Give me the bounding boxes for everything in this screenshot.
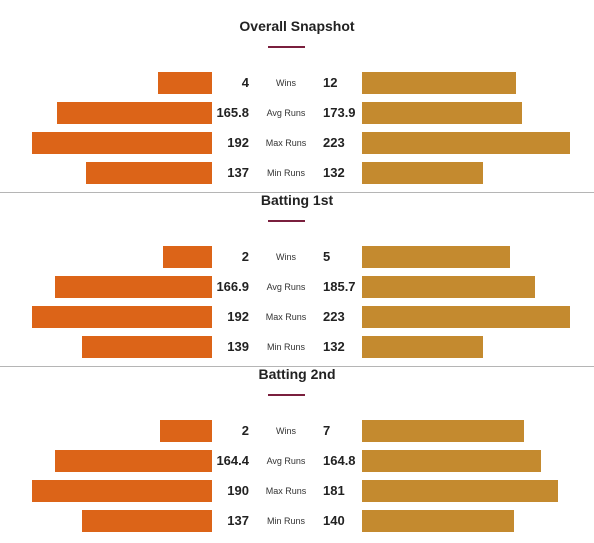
metric-label: Wins [276, 78, 296, 88]
right-bar [362, 162, 483, 184]
right-bar [362, 276, 535, 298]
metric-label: Wins [276, 426, 296, 436]
section-title-underline [268, 46, 305, 48]
right-value-label: 12 [323, 75, 338, 90]
right-bar [362, 246, 510, 268]
right-bar [362, 306, 570, 328]
section-divider [0, 366, 594, 367]
left-bar [160, 420, 212, 442]
left-bar [158, 72, 212, 94]
left-value-label: 165.8 [216, 105, 249, 120]
left-value-label: 137 [227, 513, 249, 528]
section-title-underline [268, 394, 305, 396]
right-value-label: 223 [323, 309, 345, 324]
right-bar [362, 450, 541, 472]
right-value-label: 132 [323, 339, 345, 354]
left-value-label: 2 [241, 423, 249, 438]
left-bar [163, 246, 212, 268]
left-bar [57, 102, 212, 124]
left-value-label: 192 [227, 135, 249, 150]
right-bar [362, 72, 516, 94]
left-value-label: 2 [241, 249, 249, 264]
metric-label: Max Runs [265, 138, 307, 148]
metric-label: Max Runs [265, 312, 307, 322]
left-bar [32, 480, 212, 502]
right-bar [362, 132, 570, 154]
left-value-label: 4 [241, 75, 249, 90]
left-value-label: 137 [227, 165, 249, 180]
section-title: Batting 2nd [258, 366, 336, 382]
metric-label: Min Runs [266, 168, 305, 178]
right-value-label: 7 [323, 423, 331, 438]
right-bar [362, 480, 558, 502]
left-bar [55, 450, 212, 472]
left-bar [82, 510, 212, 532]
right-bar [362, 420, 524, 442]
right-value-label: 5 [323, 249, 331, 264]
left-value-label: 166.9 [216, 279, 249, 294]
metric-label: Wins [276, 252, 296, 262]
left-value-label: 139 [227, 339, 249, 354]
left-bar [32, 132, 212, 154]
left-value-label: 164.4 [216, 453, 249, 468]
right-value-label: 132 [323, 165, 345, 180]
right-bar [362, 336, 483, 358]
left-bar [82, 336, 212, 358]
metric-label: Min Runs [266, 516, 305, 526]
left-bar [55, 276, 212, 298]
left-bar [86, 162, 212, 184]
right-value-label: 164.8 [323, 453, 356, 468]
metric-label: Avg Runs [266, 282, 306, 292]
right-value-label: 173.9 [323, 105, 356, 120]
right-bar [362, 510, 514, 532]
left-value-label: 190 [227, 483, 249, 498]
section-title: Overall Snapshot [239, 18, 355, 34]
section-title: Batting 1st [260, 192, 334, 208]
right-value-label: 223 [323, 135, 345, 150]
left-value-label: 192 [227, 309, 249, 324]
section-divider [0, 192, 594, 193]
right-value-label: 181 [323, 483, 345, 498]
metric-label: Max Runs [265, 486, 307, 496]
metric-label: Min Runs [266, 342, 305, 352]
section-title-underline [268, 220, 305, 222]
right-value-label: 185.7 [323, 279, 356, 294]
right-bar [362, 102, 522, 124]
left-bar [32, 306, 212, 328]
metric-label: Avg Runs [266, 456, 306, 466]
metric-label: Avg Runs [266, 108, 306, 118]
right-value-label: 140 [323, 513, 345, 528]
